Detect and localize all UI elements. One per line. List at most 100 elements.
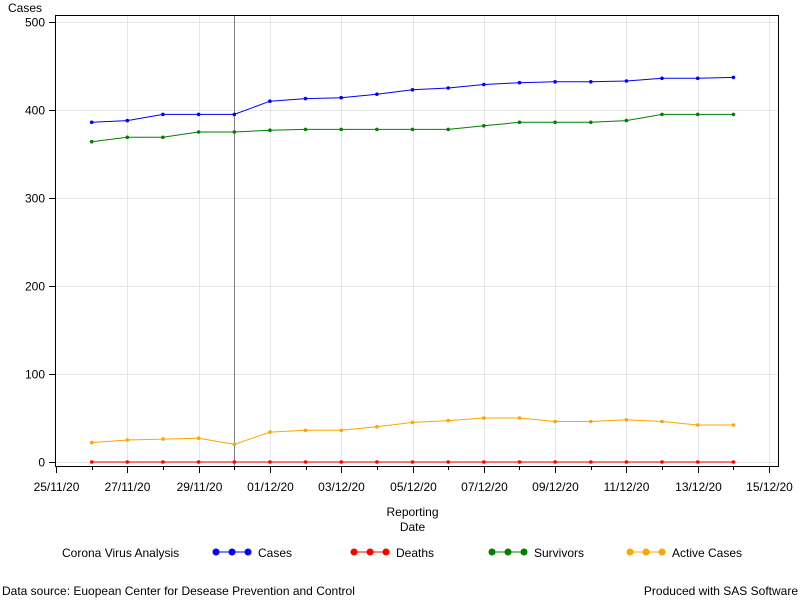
data-point-deaths <box>695 460 700 464</box>
data-point-deaths <box>89 460 94 464</box>
y-tick-label: 100 <box>25 368 45 382</box>
data-point-deaths <box>125 460 130 464</box>
data-point-deaths <box>660 460 664 464</box>
data-point-deaths <box>410 460 415 464</box>
legend-swatch-marker <box>212 548 220 556</box>
data-point-deaths <box>232 460 237 464</box>
data-point-active-cases <box>410 420 415 425</box>
x-tick-label: 13/12/20 <box>675 480 722 494</box>
data-point-deaths <box>303 460 308 464</box>
data-point-cases <box>161 112 165 117</box>
data-point-active-cases <box>624 418 629 422</box>
data-point-deaths <box>446 460 451 464</box>
data-point-active-cases <box>232 442 237 447</box>
x-axis-label-line-2: Date <box>400 520 426 534</box>
x-tick-label: 05/12/20 <box>390 480 437 494</box>
series-cases <box>89 75 736 125</box>
legend: Corona Virus Analysis Cases Deaths Survivo… <box>62 546 742 560</box>
legend-swatch-marker <box>504 548 512 556</box>
x-tick-label: 09/12/20 <box>532 480 579 494</box>
data-point-survivors <box>232 130 237 134</box>
grid-lines <box>55 15 778 466</box>
data-point-survivors <box>589 120 593 125</box>
data-point-survivors <box>196 130 201 134</box>
data-point-active-cases <box>339 428 344 433</box>
data-point-cases <box>482 82 486 87</box>
data-point-survivors <box>660 112 664 117</box>
x-axis-label-line-1: Reporting <box>386 505 438 519</box>
y-tick-label: 200 <box>25 280 45 294</box>
legend-label: Survivors <box>534 546 584 560</box>
data-point-deaths <box>196 460 201 464</box>
plot-frame <box>55 15 779 467</box>
legend-item-survivors: Survivors <box>488 546 584 560</box>
data-point-active-cases <box>196 436 201 441</box>
data-point-active-cases <box>89 440 94 445</box>
data-point-survivors <box>375 127 379 132</box>
series-active-cases <box>89 416 736 447</box>
data-point-survivors <box>303 127 308 132</box>
data-point-active-cases <box>375 425 379 429</box>
data-point-deaths <box>375 460 379 464</box>
data-point-active-cases <box>446 418 451 423</box>
data-point-cases <box>125 118 130 123</box>
data-point-survivors <box>482 124 486 128</box>
legend-swatch-marker <box>520 548 528 556</box>
data-point-active-cases <box>553 419 557 424</box>
legend-swatch-marker <box>228 548 236 556</box>
data-point-cases <box>268 99 272 103</box>
y-tick-label: 300 <box>25 192 45 206</box>
y-tick-label: 0 <box>38 456 45 470</box>
data-point-cases <box>196 112 201 117</box>
data-point-cases <box>303 96 308 101</box>
data-point-deaths <box>589 460 593 464</box>
data-point-cases <box>89 120 94 125</box>
data-point-cases <box>517 80 522 85</box>
data-point-active-cases <box>125 438 130 442</box>
legend-swatch-marker <box>488 548 496 556</box>
y-tick-label: 400 <box>25 104 45 118</box>
legend-swatch-marker <box>658 548 666 556</box>
data-point-cases <box>589 80 593 84</box>
x-tick-label: 27/11/20 <box>105 480 151 494</box>
data-point-deaths <box>268 460 272 464</box>
x-tick-label: 01/12/20 <box>247 480 294 494</box>
data-point-cases <box>410 88 415 92</box>
data-point-active-cases <box>303 428 308 433</box>
data-point-cases <box>232 112 237 117</box>
data-point-survivors <box>731 112 736 117</box>
legend-label: Active Cases <box>672 546 742 560</box>
data-point-active-cases <box>161 437 165 441</box>
data-point-survivors <box>161 135 165 140</box>
series-deaths <box>89 460 736 464</box>
data-point-active-cases <box>268 430 272 434</box>
data-point-survivors <box>410 127 415 132</box>
legend-swatch-marker <box>244 548 252 556</box>
data-point-active-cases <box>731 423 736 427</box>
data-point-cases <box>339 95 344 100</box>
data-point-survivors <box>446 127 451 132</box>
software-credit: Produced with SAS Software <box>643 584 798 598</box>
x-tick-label: 03/12/20 <box>318 480 365 494</box>
x-tick-label: 25/11/20 <box>34 480 80 494</box>
data-point-cases <box>375 92 379 96</box>
x-tick-label: 15/12/20 <box>746 480 793 494</box>
x-tick-label: 07/12/20 <box>461 480 508 494</box>
data-point-active-cases <box>482 416 486 420</box>
data-point-deaths <box>624 460 629 464</box>
legend-item-active-cases: Active Cases <box>626 546 742 560</box>
data-point-active-cases <box>695 423 700 427</box>
data-point-cases <box>446 86 451 90</box>
data-point-survivors <box>89 139 94 144</box>
data-point-survivors <box>125 135 130 140</box>
data-point-cases <box>624 79 629 83</box>
series-lines <box>89 75 736 464</box>
data-point-active-cases <box>517 416 522 420</box>
data-point-cases <box>695 76 700 81</box>
legend-label: Cases <box>258 546 292 560</box>
data-point-active-cases <box>660 419 664 424</box>
x-tick-label: 11/12/20 <box>604 480 650 494</box>
data-point-deaths <box>553 460 557 464</box>
x-tick-label: 29/11/20 <box>177 480 223 494</box>
